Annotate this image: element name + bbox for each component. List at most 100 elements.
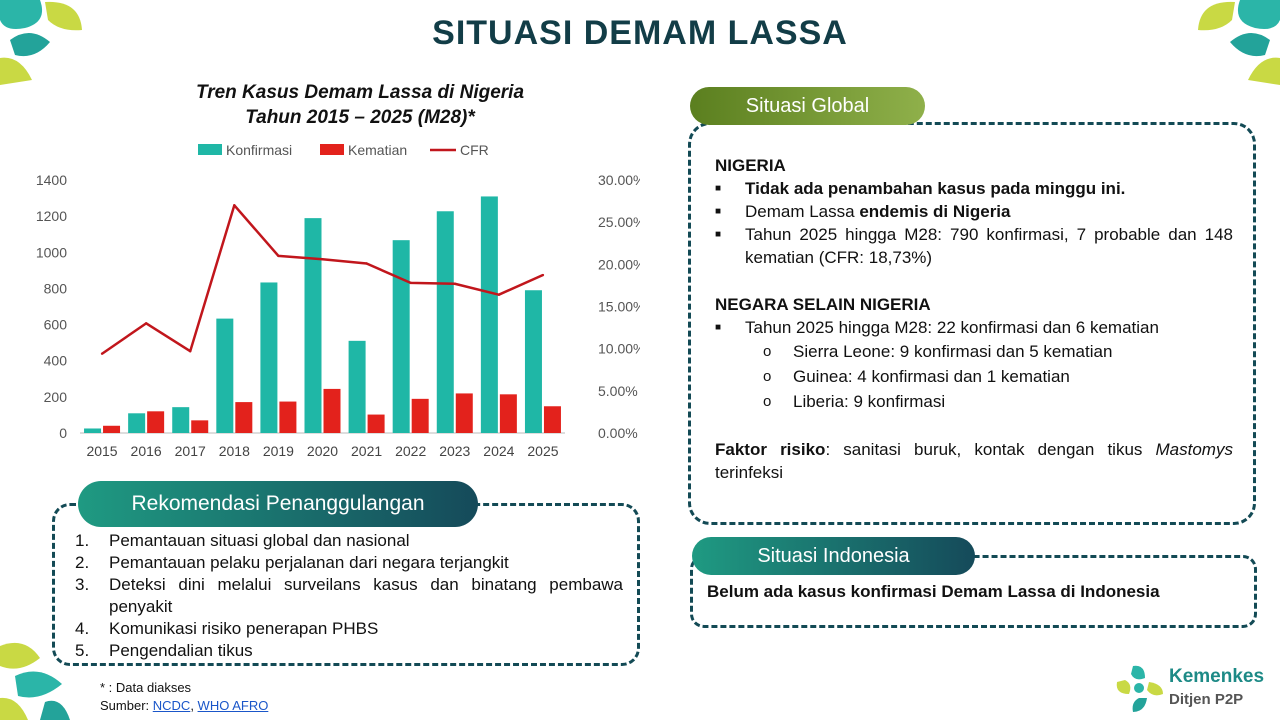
bar-konfirmasi [260, 282, 278, 433]
y2-tick-label: 20.00% [598, 256, 640, 272]
y-tick-label: 800 [44, 280, 68, 296]
nigeria-heading: NIGERIA [715, 156, 786, 175]
list-item: o Sierra Leone: 9 konfirmasi dan 5 kemat… [715, 339, 1233, 364]
list-item: o Liberia: 9 konfirmasi [715, 389, 1233, 414]
nigeria-bullet-2: Demam Lassa endemis di Nigeria [745, 200, 1011, 223]
recommendation-label: Rekomendasi Penanggulangan [78, 481, 478, 527]
recommendation-item: Komunikasi risiko penerapan PHBS [109, 619, 379, 638]
risk-factor-text: Faktor risiko: sanitasi buruk, kontak de… [715, 438, 1233, 484]
list-number: 1. [75, 531, 90, 550]
risk-factor-desc: : sanitasi buruk, kontak dengan tikus [825, 440, 1156, 459]
legend-label-kematian: Kematian [348, 142, 407, 158]
source-separator: , [190, 698, 198, 713]
point-cfr [409, 281, 412, 285]
y2-tick-label: 10.00% [598, 341, 640, 357]
list-item: ■ Tahun 2025 hingga M28: 22 konfirmasi d… [715, 316, 1233, 339]
recommendation-list: 1. Pemantauan situasi global dan nasional… [75, 530, 623, 662]
cases-chart: 0 200 400 600 800 1000 1200 1400 0.00% 5.00% 10.00… [36, 142, 640, 459]
x-tick-label: 2021 [351, 443, 382, 459]
sub-bullet-icon: o [763, 393, 772, 410]
y-tick-label: 1200 [36, 208, 67, 224]
x-tick-label: 2025 [527, 443, 558, 459]
footer-note: * : Data diakses [100, 680, 192, 695]
list-item: 2. Pemantauan pelaku perjalanan dari nega… [75, 552, 623, 574]
sub-item-sierra-leone: Sierra Leone: 9 konfirmasi dan 5 kematia… [793, 342, 1113, 361]
x-tick-label: 2018 [219, 443, 250, 459]
point-cfr [277, 254, 280, 258]
other-countries-heading: NEGARA SELAIN NIGERIA [715, 295, 931, 314]
list-item: ■ Demam Lassa endemis di Nigeria [715, 200, 1233, 223]
list-number: 3. [75, 575, 90, 594]
recommendation-item: Pemantauan pelaku perjalanan dari negara… [109, 553, 509, 572]
y-tick-label: 0 [59, 425, 67, 441]
bar-kematian [499, 394, 517, 433]
global-situation-box [688, 122, 1256, 525]
y-tick-label: 200 [44, 389, 68, 405]
page-title: SITUASI DEMAM LASSA [432, 14, 848, 52]
sub-item-guinea: Guinea: 4 konfirmasi dan 1 kematian [793, 367, 1070, 386]
y-tick-label: 1400 [36, 172, 67, 188]
legend-swatch-konfirmasi [198, 144, 222, 155]
bullet-icon: ■ [715, 229, 722, 240]
bar-konfirmasi [348, 340, 366, 433]
corner-ornament-top-left [0, 0, 82, 85]
point-cfr [100, 352, 104, 355]
bar-kematian [235, 402, 253, 433]
bar-konfirmasi [172, 407, 190, 433]
footer-source: Sumber: NCDC, WHO AFRO [100, 697, 268, 715]
x-tick-label: 2022 [395, 443, 426, 459]
chart-title: Tren Kasus Demam Lassa di Nigeria Tahun … [140, 80, 580, 130]
indonesia-situation-label: Situasi Indonesia [692, 537, 975, 575]
list-item: ■ Tahun 2025 hingga M28: 790 konfirmasi,… [715, 223, 1233, 269]
recommendation-item: Pemantauan situasi global dan nasional [109, 531, 410, 550]
nigeria-bullet-2-text: Demam Lassa [745, 202, 860, 221]
recommendation-item: Pengendalian tikus [109, 641, 253, 660]
y2-tick-label: 5.00% [598, 383, 638, 399]
x-tick-label: 2024 [483, 443, 514, 459]
bar-konfirmasi [480, 196, 498, 433]
bar-kematian [455, 393, 473, 433]
bar-konfirmasi [392, 240, 410, 433]
y-tick-label: 400 [44, 353, 68, 369]
bar-kematian [279, 401, 297, 433]
who-afro-link[interactable]: WHO AFRO [197, 698, 269, 713]
bullet-icon: ■ [715, 183, 722, 194]
footer-notes: * : Data diakses Sumber: NCDC, WHO AFRO [100, 679, 268, 715]
list-item: 4. Komunikasi risiko penerapan PHBS [75, 618, 623, 640]
y-tick-label: 600 [44, 317, 68, 333]
logo-name: Kemenkes [1169, 666, 1265, 687]
bar-kematian [411, 398, 429, 433]
risk-factor-end: terinfeksi [715, 463, 784, 482]
indonesia-situation-text: Belum ada kasus konfirmasi Demam Lassa d… [707, 582, 1160, 601]
point-cfr [144, 322, 148, 325]
point-cfr [541, 273, 545, 277]
bar-kematian [103, 425, 121, 433]
legend-label-konfirmasi: Konfirmasi [226, 142, 292, 158]
line-cfr [101, 204, 544, 355]
y2-tick-label: 30.00% [598, 172, 640, 188]
recommendation-item: Deteksi dini melalui surveilans kasus da… [109, 575, 623, 616]
ncdc-link[interactable]: NCDC [152, 698, 191, 713]
point-cfr [189, 349, 192, 353]
point-cfr [453, 282, 456, 285]
bar-konfirmasi [128, 413, 146, 433]
list-number: 5. [75, 641, 90, 660]
sub-bullet-icon: o [763, 368, 772, 385]
list-item: ■ Tidak ada penambahan kasus pada minggu… [715, 177, 1233, 200]
kemenkes-logo: Kemenkes Ditjen P2P [1115, 664, 1275, 714]
source-label: Sumber: [100, 698, 153, 713]
global-situation-label: Situasi Global [690, 87, 925, 125]
bullet-icon: ■ [715, 206, 722, 217]
legend-swatch-kematian [320, 144, 344, 155]
x-tick-label: 2017 [175, 443, 206, 459]
bar-kematian [191, 420, 209, 433]
chart-title-line2: Tahun 2015 – 2025 (M28)* [245, 107, 475, 128]
bar-konfirmasi [84, 428, 102, 433]
list-number: 4. [75, 619, 90, 638]
point-cfr [365, 262, 368, 265]
bar-konfirmasi [524, 290, 542, 433]
sub-item-liberia: Liberia: 9 konfirmasi [793, 392, 946, 411]
list-item: 3. Deteksi dini melalui surveilans kasus … [75, 574, 623, 618]
nigeria-bullet-1: Tidak ada penambahan kasus pada minggu i… [745, 179, 1126, 198]
bar-kematian [147, 411, 165, 433]
